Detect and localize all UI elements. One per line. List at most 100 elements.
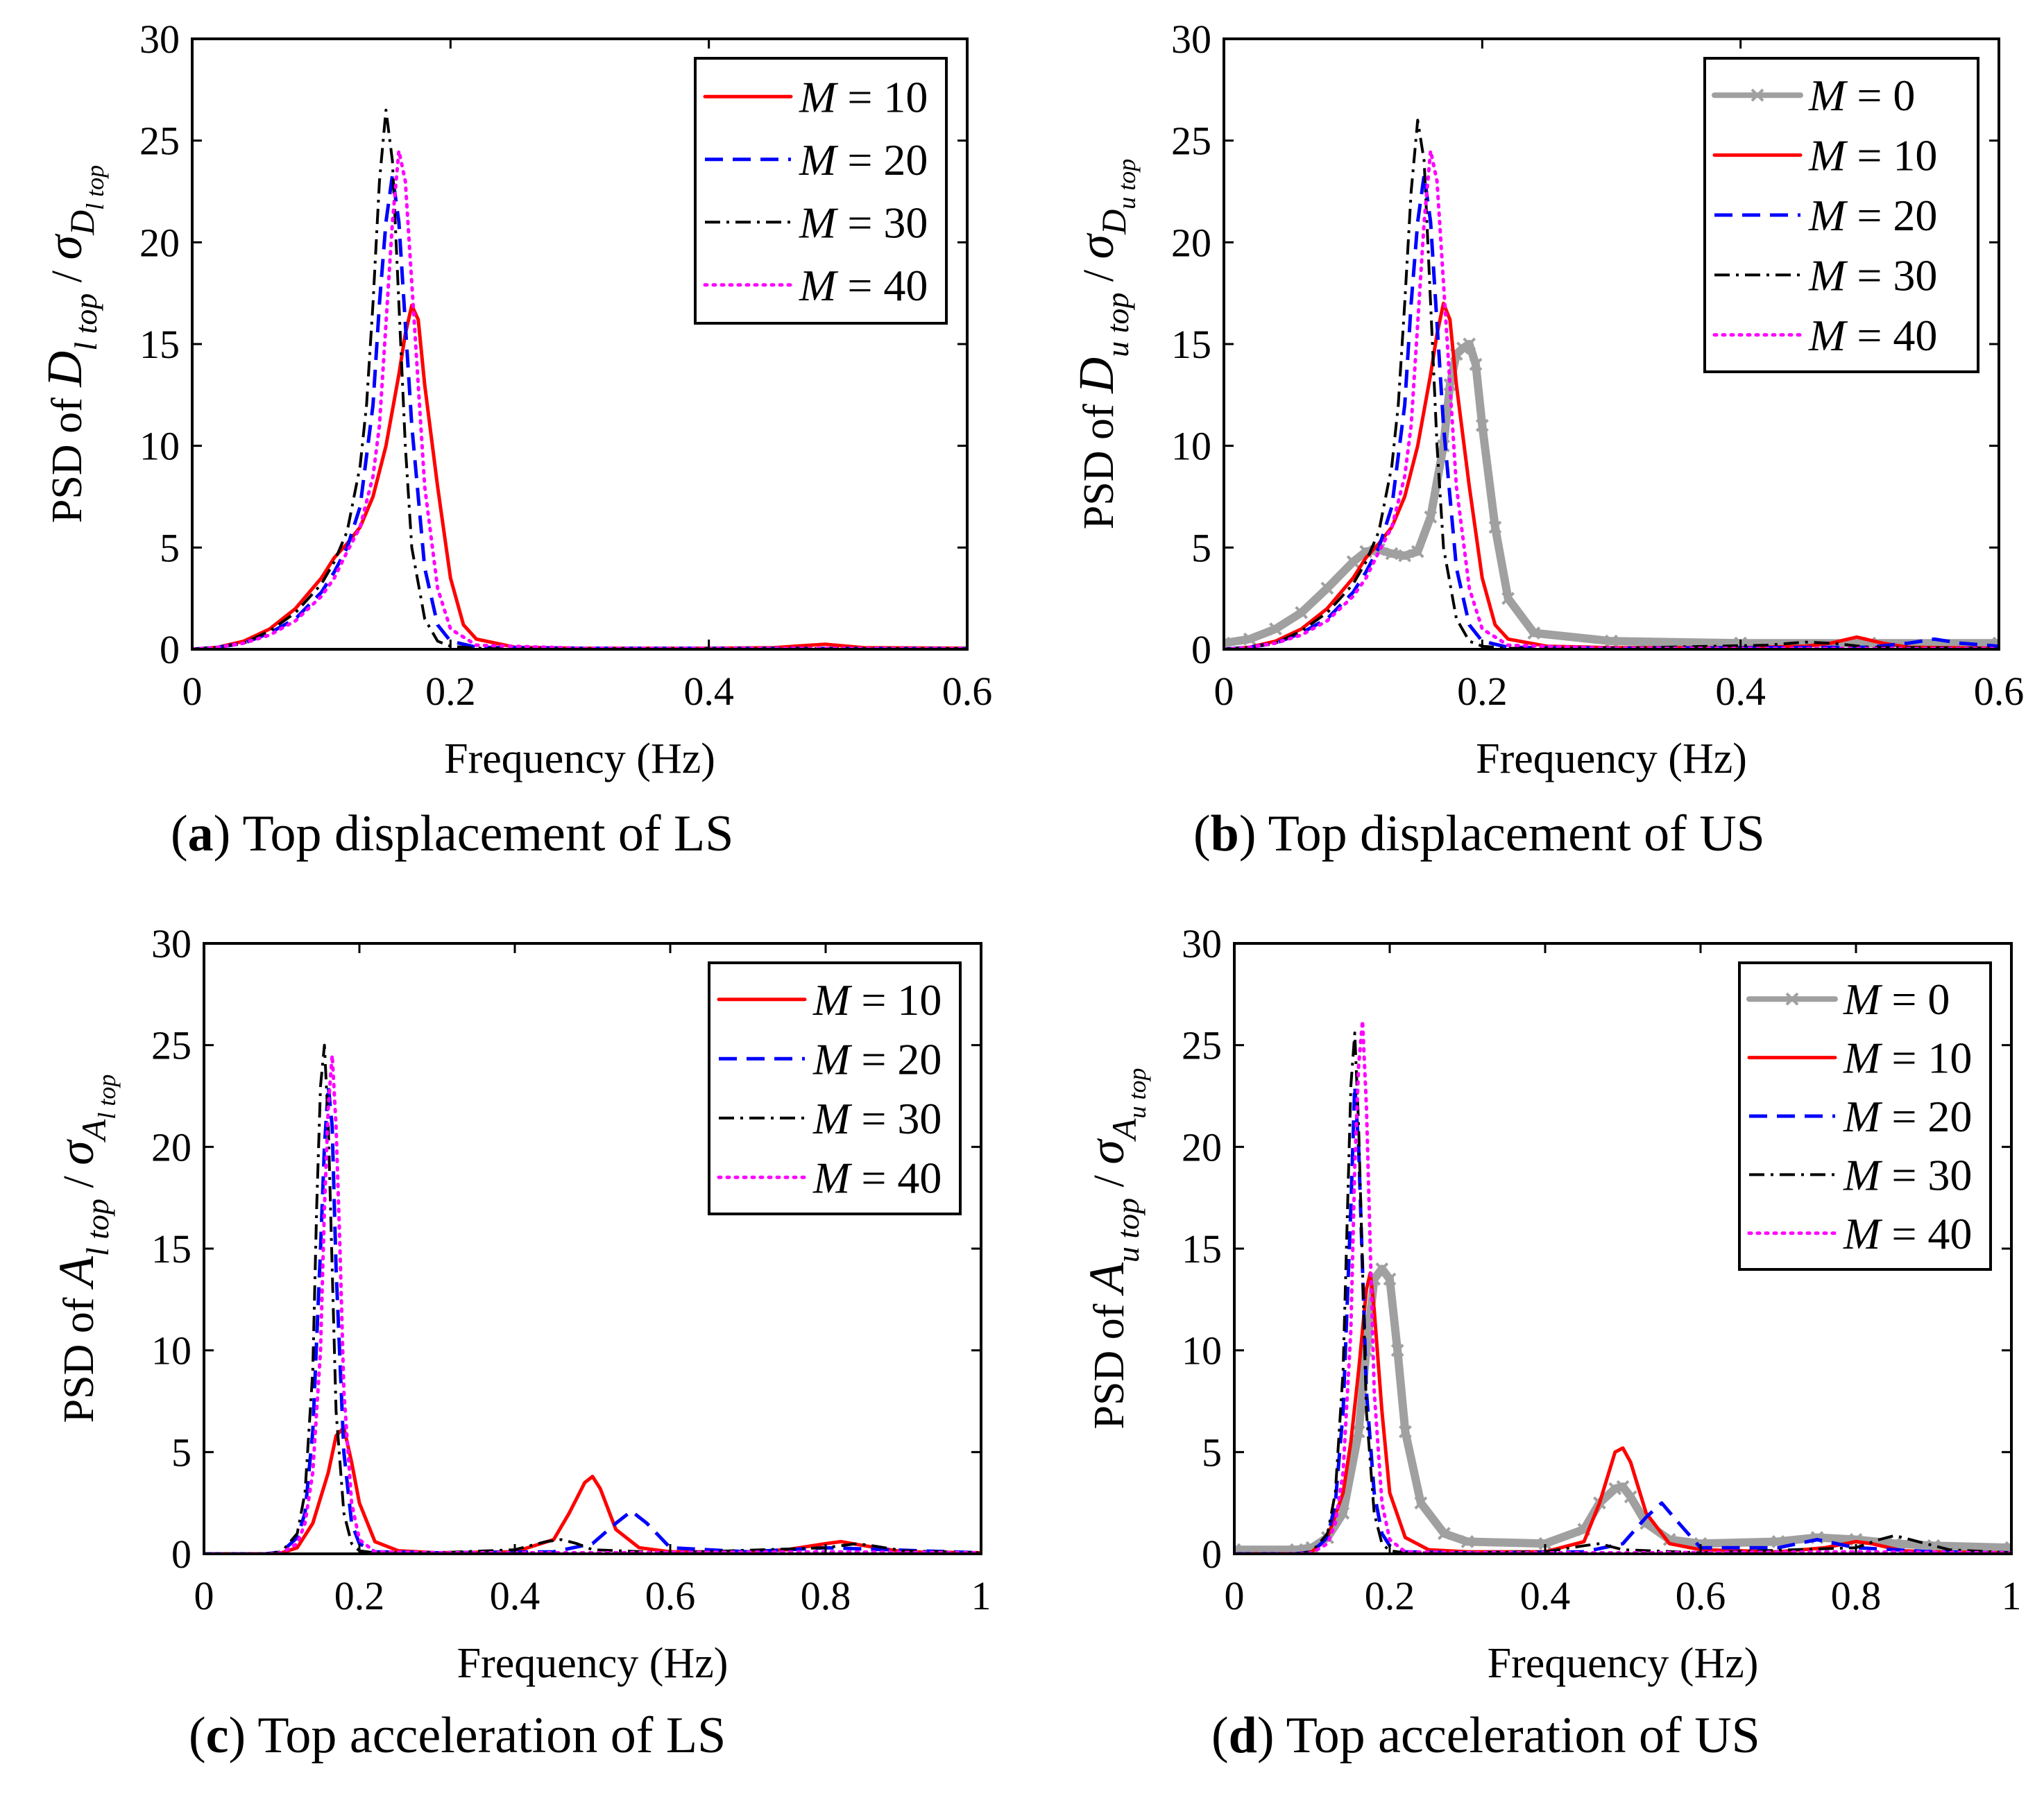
legend-item-m10: M = 10 [717, 975, 942, 1025]
legend: M = 10M = 20M = 30M = 40 [708, 961, 962, 1215]
caption-letter: b [1210, 805, 1239, 862]
caption-d: (d) Top acceleration of US [1211, 1707, 1760, 1764]
legend-variable: M [1843, 1034, 1883, 1083]
legend-label: M = 20 [1808, 191, 1937, 240]
y-tick-label: 25 [151, 1023, 191, 1068]
y-tick-label: 20 [139, 220, 180, 265]
y-label-quantity: D [37, 351, 92, 388]
data-point-marker [1616, 1480, 1630, 1493]
legend-item-m30: M = 30 [1714, 250, 1937, 300]
legend-box [708, 961, 962, 1215]
legend-item-m40: M = 40 [1747, 1209, 1972, 1258]
series-group [1224, 119, 1999, 649]
caption-b: (b) Top displacement of US [1193, 805, 1765, 862]
y-label-quantity: A [1079, 1262, 1134, 1296]
y-label-subscript: l top [68, 293, 103, 351]
legend-equals: = [850, 1034, 897, 1084]
legend-equals: = [1846, 311, 1893, 360]
y-tick-label: 30 [1171, 17, 1211, 62]
y-tick-label: 10 [1182, 1328, 1222, 1373]
legend-item-m0: M = 0 [1712, 71, 1915, 120]
legend-label: M = 20 [799, 135, 928, 185]
legend-item-m30: M = 30 [1749, 1150, 1972, 1199]
legend-label: M = 40 [1808, 311, 1937, 360]
y-tick-label: 25 [1182, 1023, 1222, 1068]
legend-equals: = [1846, 250, 1893, 300]
x-tick-label: 0.4 [490, 1573, 540, 1618]
x-tick-label: 0.4 [1715, 669, 1766, 714]
series-line-m30 [192, 108, 967, 649]
legend-variable: M [812, 975, 853, 1025]
caption-text: Top acceleration of LS [257, 1707, 726, 1764]
x-tick-label: 0 [194, 1573, 214, 1618]
data-point-marker [1527, 626, 1541, 640]
legend-label: M = 10 [812, 975, 942, 1025]
legend-value: 20 [1927, 1092, 1972, 1141]
x-tick-label: 0.6 [1676, 1573, 1726, 1618]
data-point-marker [1398, 549, 1412, 563]
legend-variable: M [799, 72, 839, 121]
legend-value: 10 [1927, 1034, 1972, 1083]
legend-equals: = [836, 72, 883, 121]
caption-text: Top displacement of LS [242, 805, 734, 862]
legend-variable: M [1843, 1092, 1883, 1141]
legend-box [694, 57, 948, 325]
data-point-marker [1295, 606, 1309, 619]
y-tick-label: 10 [139, 424, 180, 469]
legend-item-m40: M = 40 [703, 261, 928, 310]
y-label-subscript: u top [1110, 1198, 1146, 1262]
panel-b: 0 0.2 0.4 0.6 0 5 10 15 20 25 30 Frequency (Hz) PSD … [1068, 17, 2024, 782]
series-line-m10 [1224, 301, 1999, 649]
y-label-sigma-quantity: A [74, 1119, 113, 1142]
legend-equals: = [836, 261, 883, 310]
y-label-quantity: A [49, 1256, 104, 1290]
y-tick-label: 15 [1182, 1226, 1222, 1272]
legend-value: 30 [897, 1094, 942, 1143]
x-tick-label: 0.6 [942, 669, 993, 714]
legend-variable: M [812, 1153, 853, 1202]
legend-item-m20: M = 20 [719, 1034, 942, 1084]
data-point-marker [1224, 636, 1231, 649]
x-axis-label: Frequency (Hz) [444, 735, 715, 782]
legend-equals: = [836, 198, 883, 247]
legend-item-m40: M = 40 [1712, 311, 1937, 360]
y-label-sigma-subscript: u top [1113, 159, 1141, 209]
legend-value: 20 [883, 135, 928, 185]
x-axis-label: Frequency (Hz) [1476, 735, 1747, 782]
caption-c: (c) Top acceleration of LS [189, 1707, 726, 1764]
y-tick-label: 5 [160, 525, 180, 570]
y-label-sigma-subscript: l top [81, 165, 109, 210]
series-line-m40 [1234, 1019, 2011, 1554]
legend-variable: M [1808, 250, 1848, 300]
y-axis-label: PSD of Dl top / σDl top [37, 165, 109, 523]
y-label-sigma-quantity: D [62, 210, 101, 236]
data-point-marker [1475, 418, 1489, 432]
x-tick-label: 0.2 [1457, 669, 1508, 714]
x-tick-label: 0.2 [1365, 1573, 1415, 1618]
data-point-marker [1463, 337, 1476, 351]
legend-equals: = [1880, 1092, 1927, 1141]
legend-variable: M [1843, 975, 1883, 1024]
x-tick-label: 0 [1225, 1573, 1245, 1618]
legend-label: M = 20 [812, 1034, 942, 1084]
data-point-marker [1383, 1272, 1397, 1286]
legend-value: 30 [1893, 250, 1937, 300]
y-tick-label: 0 [1202, 1532, 1222, 1577]
y-label-subscript: l top [80, 1199, 115, 1256]
legend: M = 0M = 10M = 20M = 30M = 40 [1738, 961, 1992, 1271]
legend-variable: M [1808, 71, 1848, 120]
legend-equals: = [850, 975, 897, 1025]
y-label-sigma: σ [1079, 1138, 1134, 1165]
y-label-sigma-subscript: l top [93, 1074, 121, 1120]
y-tick-label: 25 [139, 119, 180, 164]
legend-item-m10: M = 10 [1712, 131, 1937, 180]
y-tick-label: 25 [1171, 119, 1211, 164]
legend-marker [1751, 88, 1764, 102]
x-tick-label: 0.4 [1520, 1573, 1571, 1618]
data-point-marker [1269, 622, 1282, 636]
legend-item-m10: M = 10 [703, 72, 928, 121]
caption-text: Top acceleration of US [1286, 1707, 1760, 1764]
y-label-slash: / [1075, 259, 1123, 292]
